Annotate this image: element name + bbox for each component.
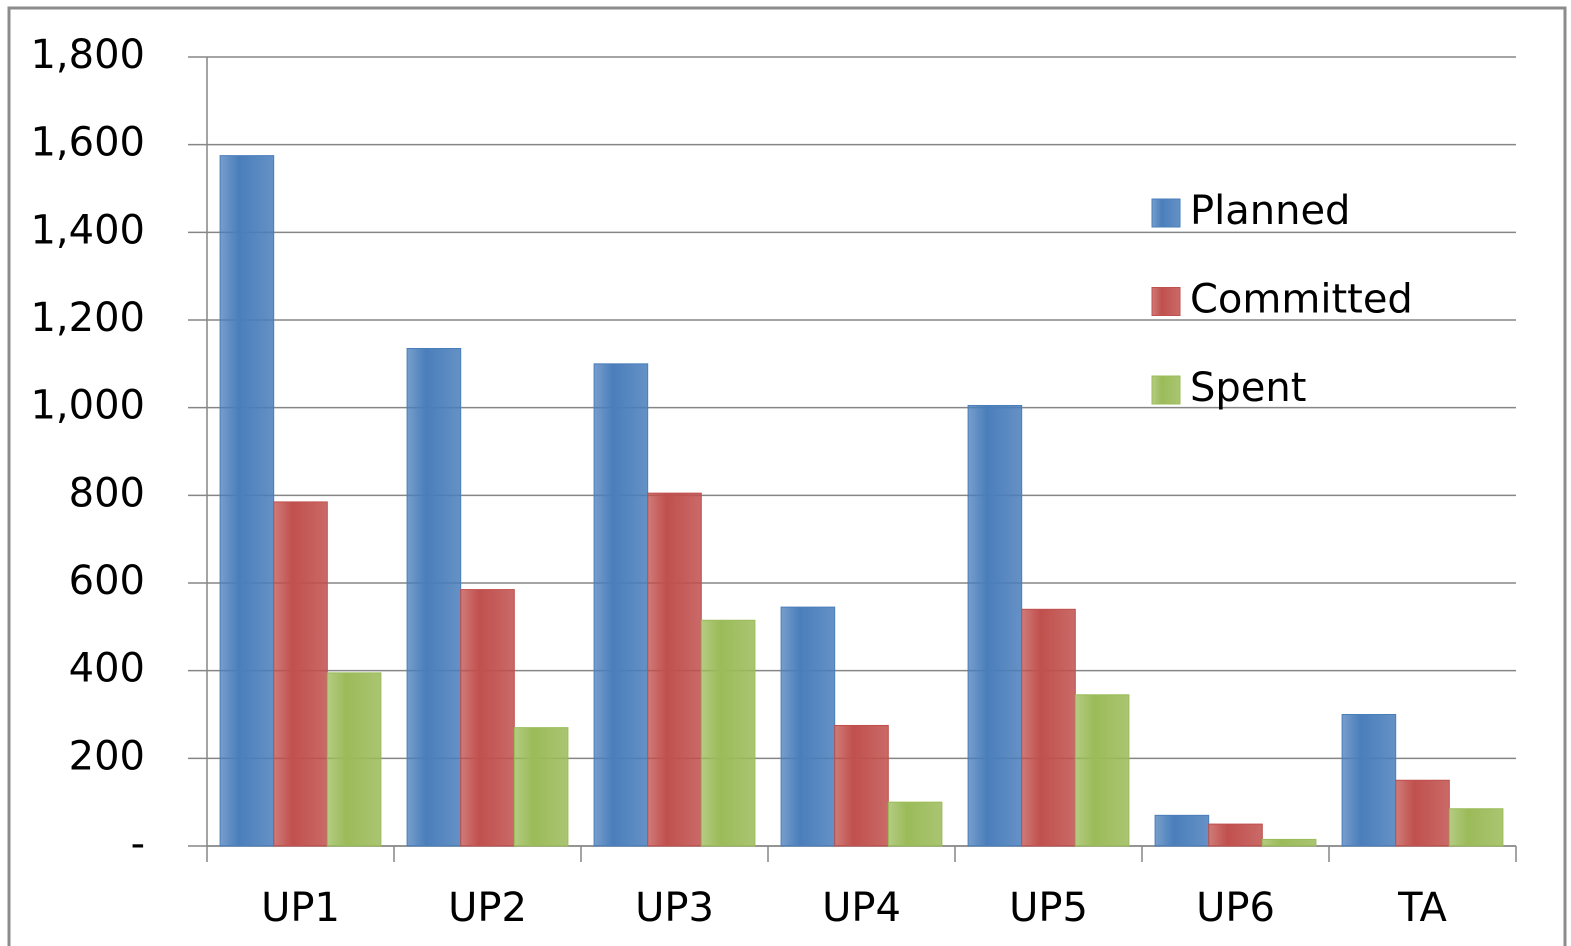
- bar: [1448, 808, 1504, 847]
- x-tick-label: UP6: [1196, 885, 1275, 931]
- legend-label: Spent: [1190, 365, 1306, 411]
- legend-swatch: [1151, 287, 1181, 316]
- y-tick-label: 1,000: [30, 383, 145, 429]
- bar: [1074, 694, 1130, 847]
- bar: [834, 724, 889, 847]
- bar: [593, 363, 649, 847]
- y-tick-label: 800: [69, 470, 145, 516]
- x-tick-label: UP2: [448, 885, 527, 931]
- bar: [219, 155, 275, 847]
- y-tick-label: 600: [69, 558, 145, 604]
- legend-swatch: [1151, 375, 1181, 405]
- y-tick-label: 1,400: [30, 207, 145, 253]
- bar: [647, 492, 702, 847]
- bar: [1395, 779, 1450, 847]
- y-tick-label: 200: [69, 733, 145, 779]
- bar: [700, 619, 756, 847]
- bar: [780, 606, 836, 847]
- bar: [1341, 714, 1397, 847]
- bar: [1021, 608, 1076, 847]
- legend-label: Committed: [1190, 277, 1413, 323]
- bar: [967, 404, 1023, 847]
- legend-label: Planned: [1190, 188, 1350, 234]
- bar: [326, 672, 382, 847]
- bar: [460, 589, 515, 847]
- x-tick-label: UP3: [635, 885, 714, 931]
- y-tick-label: 1,800: [30, 32, 145, 78]
- bar: [887, 801, 943, 847]
- x-tick-label: TA: [1397, 885, 1447, 931]
- x-tick-label: UP1: [261, 885, 340, 931]
- y-tick-label: 1,200: [30, 295, 145, 341]
- y-tick-label: 1,600: [30, 120, 145, 166]
- bar: [1208, 823, 1263, 847]
- bar: [273, 501, 328, 847]
- bar: [513, 727, 569, 847]
- legend-swatch: [1151, 198, 1181, 228]
- bar: [1261, 838, 1317, 847]
- y-tick-label: 400: [69, 646, 145, 692]
- bar: [406, 347, 462, 847]
- x-tick-label: UP4: [822, 885, 901, 931]
- y-tick-label: -: [131, 821, 145, 867]
- x-tick-label: UP5: [1009, 885, 1088, 931]
- bar: [1154, 814, 1210, 847]
